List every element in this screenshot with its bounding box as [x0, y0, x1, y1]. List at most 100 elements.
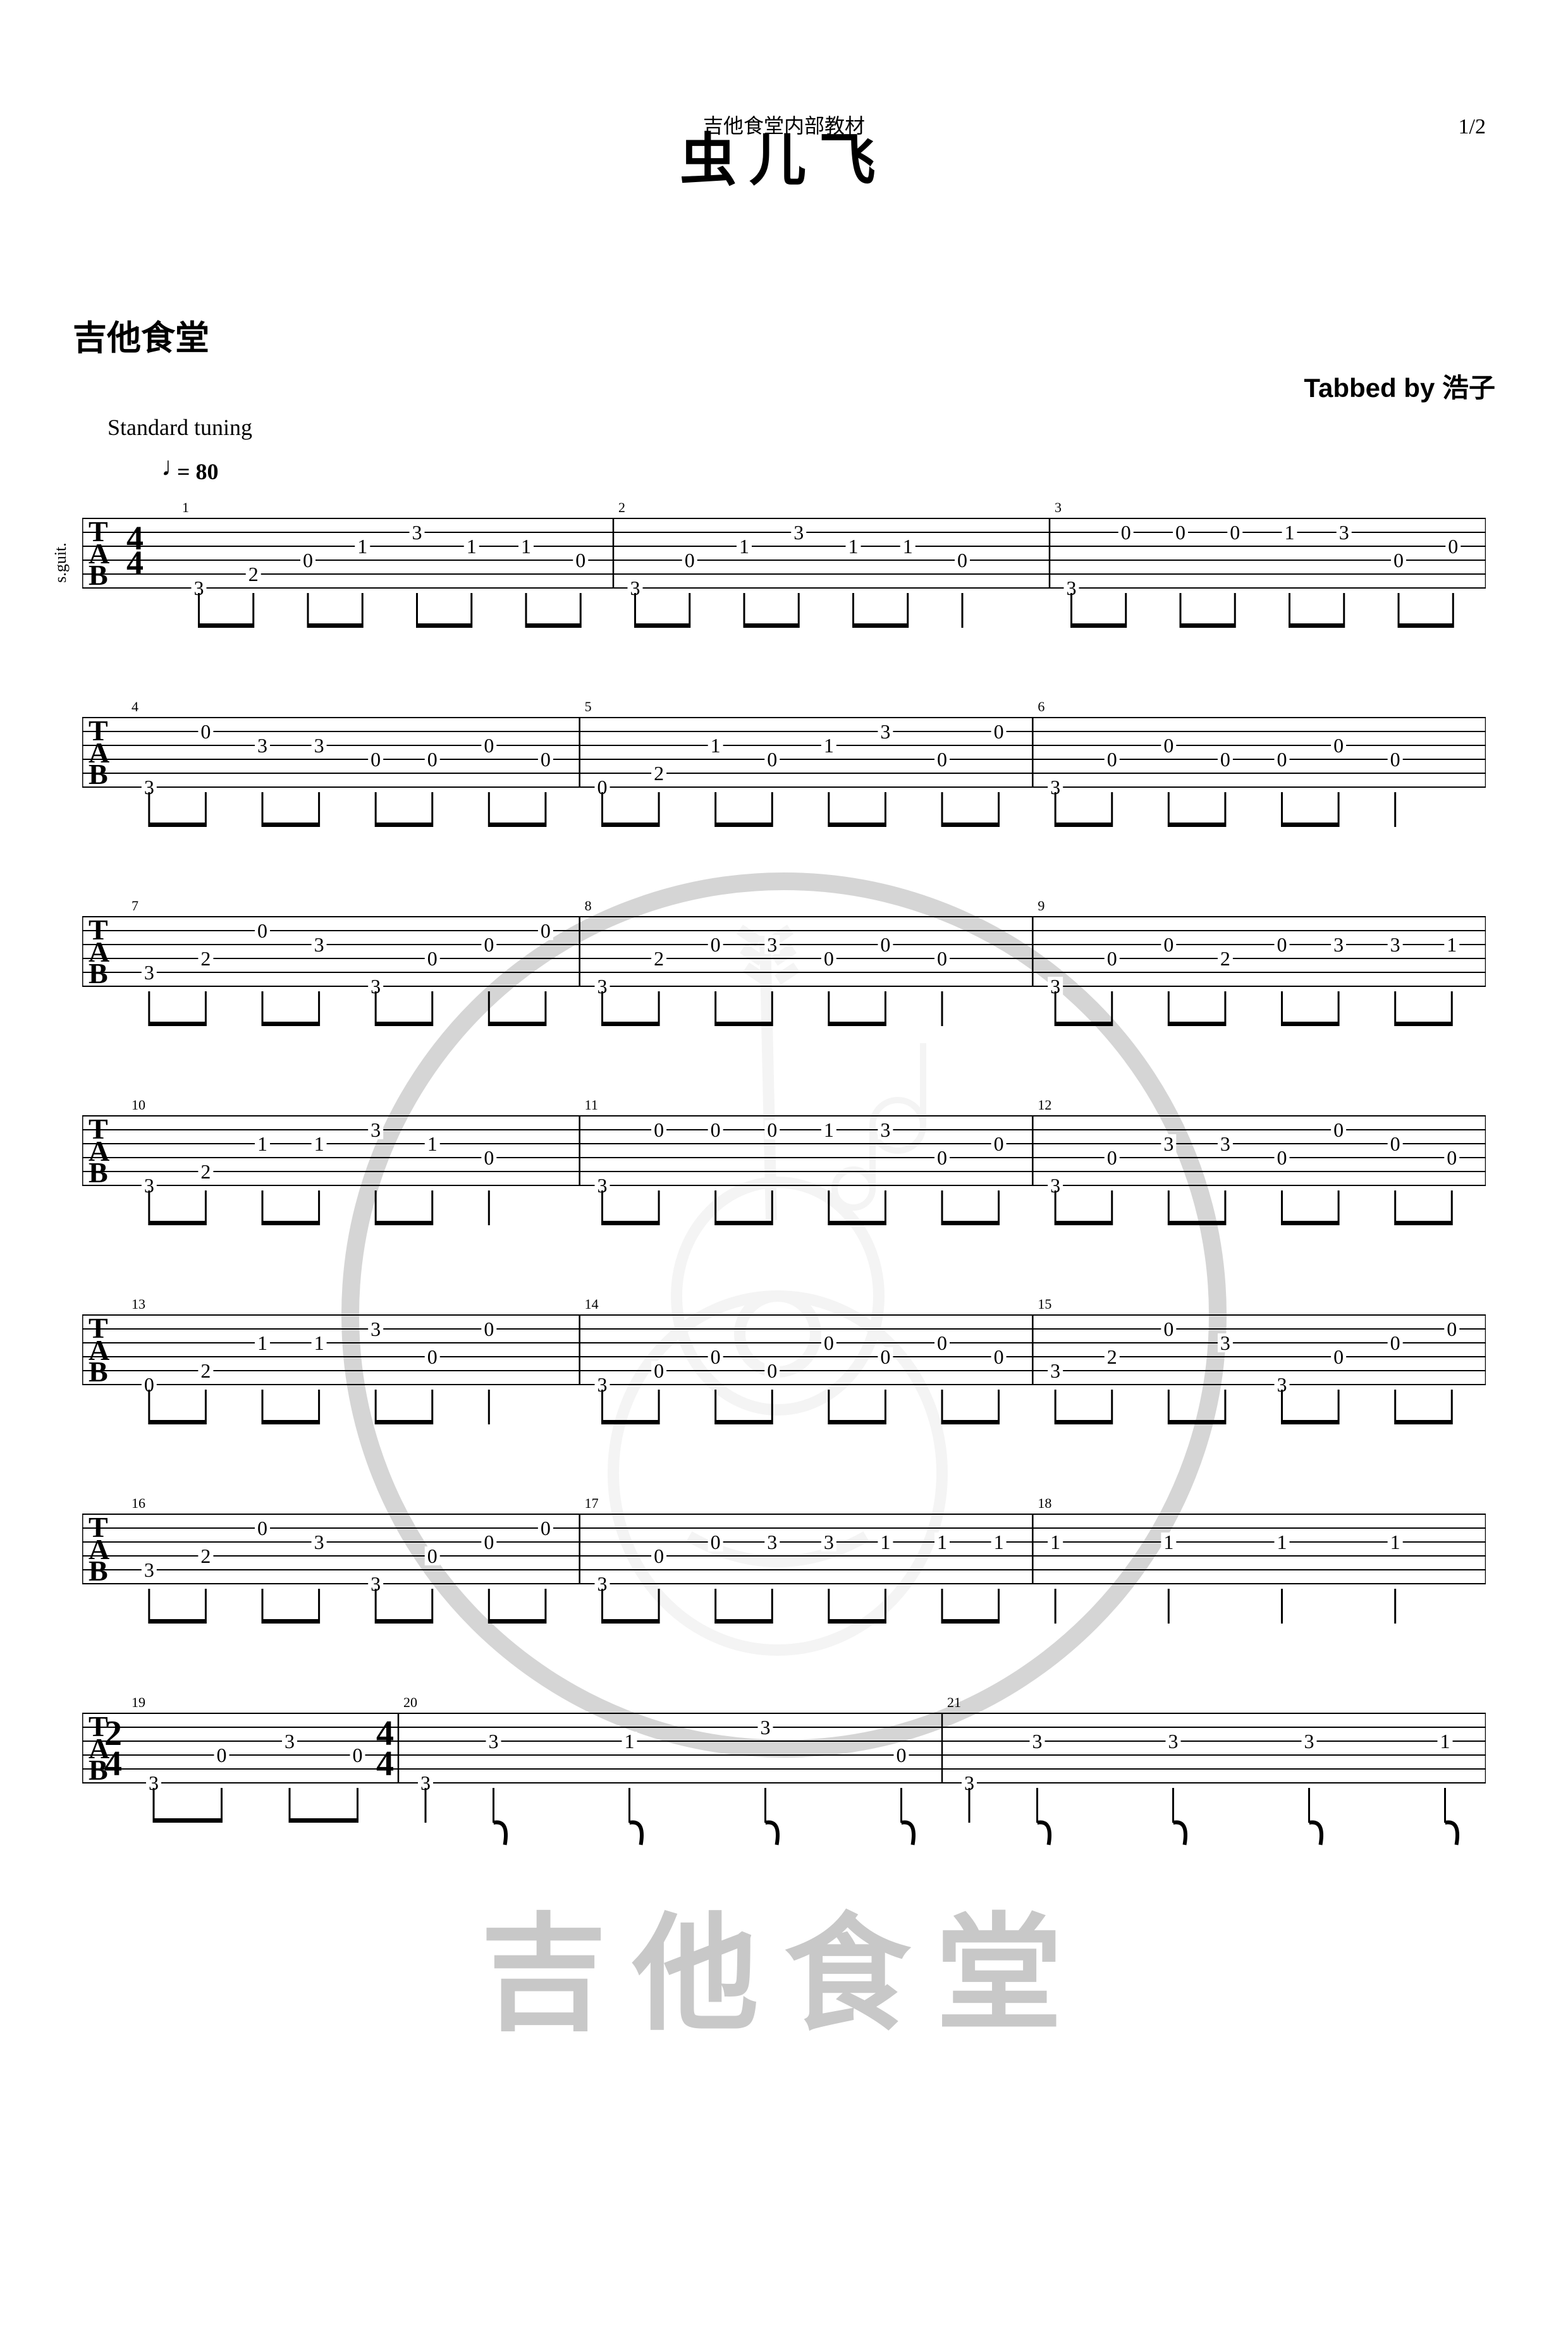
svg-text:3: 3 [1163, 1132, 1173, 1155]
svg-text:0: 0 [767, 1359, 777, 1382]
svg-text:3: 3 [1333, 933, 1344, 956]
svg-text:0: 0 [217, 1744, 227, 1766]
svg-text:0: 0 [937, 1331, 947, 1354]
svg-text:1: 1 [711, 734, 721, 757]
svg-text:0: 0 [1333, 1345, 1344, 1368]
svg-text:1: 1 [427, 1132, 438, 1155]
svg-text:3: 3 [371, 1318, 381, 1340]
svg-text:2: 2 [618, 499, 625, 515]
tab-system: 10321131011300013001230330000TAB [82, 1116, 1486, 1242]
svg-text:0: 0 [654, 1545, 664, 1567]
svg-text:0: 0 [257, 1517, 267, 1539]
svg-text:1: 1 [1277, 1531, 1287, 1553]
svg-text:0: 0 [371, 748, 381, 771]
svg-text:0: 0 [1277, 933, 1287, 956]
svg-text:3: 3 [371, 1118, 381, 1141]
svg-text:0: 0 [767, 1118, 777, 1141]
svg-text:0: 0 [1121, 521, 1131, 544]
tab-system: 16320330001730033111181111TAB [82, 1514, 1486, 1641]
svg-text:0: 0 [880, 933, 890, 956]
svg-text:0: 0 [1333, 1118, 1344, 1141]
svg-text:0: 0 [824, 947, 834, 970]
svg-text:3: 3 [1050, 1359, 1060, 1382]
svg-text:3: 3 [880, 1118, 890, 1141]
svg-text:1: 1 [824, 1118, 834, 1141]
svg-text:0: 0 [1447, 1146, 1457, 1169]
svg-text:3: 3 [285, 1730, 295, 1753]
svg-text:0: 0 [427, 947, 438, 970]
tab-clef: TAB [89, 919, 109, 985]
svg-text:3: 3 [1339, 521, 1349, 544]
svg-text:0: 0 [541, 748, 551, 771]
svg-text:17: 17 [585, 1495, 599, 1511]
svg-text:0: 0 [575, 549, 585, 572]
svg-text:2: 2 [654, 762, 664, 785]
svg-text:0: 0 [711, 1531, 721, 1553]
tab-system: 13021130014300000001532033000TAB [82, 1315, 1486, 1441]
instrument-label: s.guit. [51, 542, 70, 583]
svg-text:4: 4 [132, 699, 138, 714]
svg-text:0: 0 [541, 1517, 551, 1539]
svg-text:0: 0 [303, 549, 313, 572]
svg-text:1: 1 [314, 1132, 324, 1155]
svg-text:3: 3 [761, 1716, 771, 1739]
svg-text:0: 0 [654, 1118, 664, 1141]
svg-text:0: 0 [1220, 748, 1230, 771]
tab-clef: TAB [89, 1517, 109, 1582]
svg-text:15: 15 [1038, 1296, 1051, 1312]
svg-text:0: 0 [427, 1345, 438, 1368]
tab-system: 43033000050210130063000000TAB [82, 718, 1486, 844]
svg-text:3: 3 [489, 1730, 499, 1753]
svg-text:0: 0 [484, 1531, 494, 1553]
svg-text:11: 11 [585, 1097, 598, 1113]
svg-text:0: 0 [1277, 748, 1287, 771]
svg-text:8: 8 [585, 898, 592, 914]
brand-label: 吉他食堂 [73, 310, 209, 360]
svg-text:1: 1 [314, 1331, 324, 1354]
svg-text:0: 0 [994, 720, 1004, 743]
svg-text:14: 14 [585, 1296, 599, 1312]
svg-text:1: 1 [903, 535, 913, 558]
svg-text:3: 3 [1304, 1730, 1314, 1753]
svg-text:3: 3 [1168, 1730, 1179, 1753]
svg-text:20: 20 [403, 1694, 417, 1710]
svg-text:2: 2 [200, 947, 211, 970]
page-number: 1/2 [1459, 115, 1486, 139]
svg-text:16: 16 [132, 1495, 145, 1511]
svg-text:0: 0 [994, 1345, 1004, 1368]
svg-text:1: 1 [257, 1132, 267, 1155]
svg-text:0: 0 [1390, 1331, 1400, 1354]
svg-text:0: 0 [1277, 1146, 1287, 1169]
svg-text:0: 0 [711, 1345, 721, 1368]
svg-text:1: 1 [937, 1531, 947, 1553]
svg-text:3: 3 [412, 521, 422, 544]
svg-text:10: 10 [132, 1097, 145, 1113]
tab-system: 73203300083203000930020331TAB [82, 917, 1486, 1043]
svg-text:1: 1 [467, 535, 477, 558]
tab-clef: TAB [89, 1118, 109, 1184]
svg-text:0: 0 [427, 748, 438, 771]
svg-text:0: 0 [1107, 947, 1117, 970]
svg-text:3: 3 [1390, 933, 1400, 956]
time-signature: 44 [126, 526, 144, 575]
svg-text:2: 2 [1220, 947, 1230, 970]
svg-text:2: 2 [200, 1359, 211, 1382]
svg-text:1: 1 [824, 734, 834, 757]
svg-text:1: 1 [182, 499, 189, 515]
svg-text:0: 0 [1107, 1146, 1117, 1169]
svg-text:1: 1 [257, 1331, 267, 1354]
svg-text:3: 3 [314, 734, 324, 757]
svg-text:0: 0 [1163, 933, 1173, 956]
svg-text:13: 13 [132, 1296, 145, 1312]
svg-text:0: 0 [654, 1359, 664, 1382]
svg-text:0: 0 [937, 947, 947, 970]
svg-text:0: 0 [541, 919, 551, 942]
tempo-marking: = 80 [177, 458, 219, 485]
svg-text:0: 0 [1393, 549, 1404, 572]
svg-text:1: 1 [1285, 521, 1295, 544]
tab-clef: TAB [89, 1318, 109, 1383]
svg-text:0: 0 [824, 1331, 834, 1354]
svg-text:1: 1 [1440, 1730, 1450, 1753]
svg-text:3: 3 [880, 720, 890, 743]
tabber-credit: Tabbed by 浩子 [1304, 367, 1495, 405]
